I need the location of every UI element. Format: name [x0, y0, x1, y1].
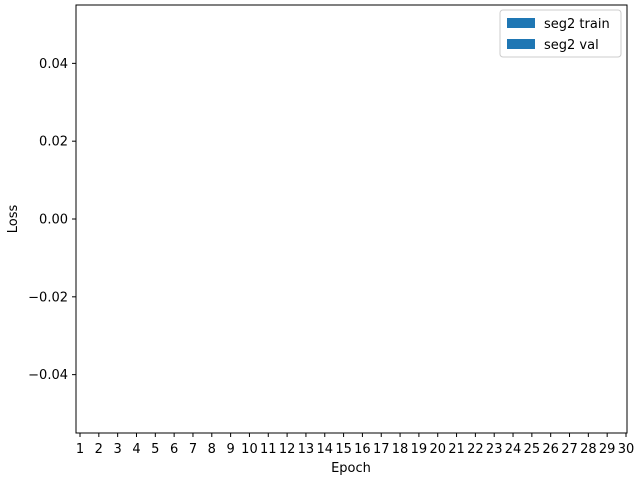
x-tick-label: 5	[151, 442, 159, 457]
x-tick-label: 13	[298, 442, 315, 457]
x-tick-label: 14	[316, 442, 333, 457]
x-tick-label: 29	[599, 442, 616, 457]
x-tick-label: 19	[411, 442, 428, 457]
x-tick-label: 30	[618, 442, 635, 457]
y-tick-label: 0.00	[39, 213, 68, 228]
x-axis-ticks: 1 2 3 4 5 6 7 8 9 10 11 12 13 14 15 16 17 18 19 20 21 22 23 24 2…	[76, 433, 634, 457]
x-tick-label: 15	[335, 442, 352, 457]
x-tick-label: 7	[189, 442, 197, 457]
legend-label-seg2-val: seg2 val	[544, 38, 599, 53]
x-tick-label: 25	[524, 442, 541, 457]
axes-frame	[75, 4, 628, 434]
y-axis-ticks: 0.04 0.02 0.00 −0.02 −0.04	[28, 57, 76, 383]
x-tick-label: 22	[467, 442, 484, 457]
legend: seg2 train seg2 val	[499, 9, 622, 58]
x-tick-label: 28	[580, 442, 597, 457]
x-axis-label: Epoch	[331, 461, 371, 476]
x-tick-label: 4	[132, 442, 140, 457]
x-tick-label: 20	[429, 442, 446, 457]
y-tick-label: −0.02	[28, 290, 68, 305]
y-tick-label: −0.04	[28, 368, 68, 383]
legend-label-seg2-train: seg2 train	[544, 17, 610, 32]
y-tick-label: 0.04	[39, 57, 68, 72]
y-axis-label: Loss	[6, 205, 21, 234]
x-tick-label: 9	[226, 442, 234, 457]
x-tick-label: 3	[114, 442, 122, 457]
x-tick-label: 26	[542, 442, 559, 457]
legend-swatch-seg2-val	[507, 39, 535, 49]
y-tick-label: 0.02	[39, 135, 68, 150]
x-tick-label: 11	[260, 442, 277, 457]
x-tick-label: 6	[170, 442, 178, 457]
x-tick-label: 1	[76, 442, 84, 457]
x-tick-label: 24	[505, 442, 522, 457]
x-tick-label: 17	[373, 442, 390, 457]
x-tick-label: 12	[279, 442, 296, 457]
x-tick-label: 18	[392, 442, 409, 457]
x-tick-label: 16	[354, 442, 371, 457]
x-tick-label: 21	[448, 442, 465, 457]
x-tick-label: 23	[486, 442, 503, 457]
legend-swatch-seg2-train	[507, 18, 535, 28]
x-tick-label: 8	[208, 442, 216, 457]
x-tick-label: 27	[561, 442, 578, 457]
x-tick-label: 10	[241, 442, 258, 457]
x-tick-label: 2	[95, 442, 103, 457]
